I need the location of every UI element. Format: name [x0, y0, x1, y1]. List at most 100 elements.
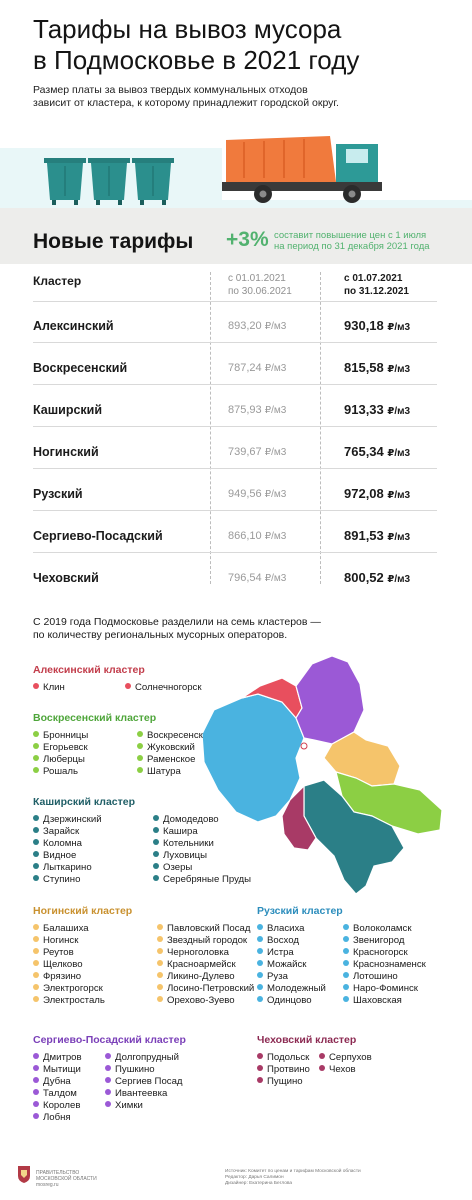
- subtitle-line-1: Размер платы за вывоз твердых коммунальн…: [33, 84, 308, 96]
- city-name: Луховицы: [163, 850, 208, 861]
- cluster-name: Сергиево-Посадский: [33, 529, 163, 543]
- banner-title: Новые тарифы: [33, 230, 194, 253]
- increase-note-line-1: составит повышение цен с 1 июля: [274, 230, 427, 241]
- clusters-intro: С 2019 года Подмосковье разделили на сем…: [33, 616, 433, 642]
- city-list-item: Власиха: [257, 923, 326, 935]
- city-dot-icon: [137, 731, 143, 738]
- new-tariff: 891,53 ₽/м3: [344, 528, 410, 543]
- city-name: Руза: [267, 971, 288, 982]
- city-list-item: Пушкино: [105, 1064, 183, 1076]
- cluster-name: Ногинский: [33, 445, 99, 459]
- city-dot-icon: [157, 936, 163, 943]
- city-list-item: Можайск: [257, 959, 326, 971]
- city-dot-icon: [257, 936, 263, 943]
- moscow-marker: [300, 742, 308, 750]
- city-name: Волоколамск: [353, 923, 412, 934]
- city-name: Фрязино: [43, 971, 82, 982]
- city-name: Дмитров: [43, 1052, 82, 1063]
- city-name: Звенигород: [353, 935, 405, 946]
- city-dot-icon: [157, 972, 163, 979]
- footer-org-line-1: ПРАВИТЕЛЬСТВО: [36, 1170, 80, 1176]
- city-dot-icon: [33, 1089, 39, 1096]
- city-list-item: Павловский Посад: [157, 923, 254, 935]
- city-list-item: Лыткарино: [33, 862, 102, 874]
- city-dot-icon: [33, 936, 39, 943]
- city-list-item: Ступино: [33, 874, 102, 886]
- new-tariff: 972,08 ₽/м3: [344, 486, 410, 501]
- city-dot-icon: [157, 984, 163, 991]
- city-dot-icon: [105, 1065, 111, 1072]
- city-list-item: Луховицы: [153, 850, 251, 862]
- old-tariff: 893,20 ₽/м3: [228, 320, 286, 332]
- city-name: Ступино: [43, 874, 81, 885]
- cluster-name: Чеховский: [33, 571, 99, 585]
- new-tariff-value: 930,18: [344, 318, 384, 333]
- subtitle-line-2: зависит от кластера, к которому принадле…: [33, 97, 339, 109]
- city-dot-icon: [33, 984, 39, 991]
- city-list-item: Серебряные Пруды: [153, 874, 251, 886]
- city-dot-icon: [153, 875, 159, 882]
- city-name: Балашиха: [43, 923, 89, 934]
- column-divider: [210, 272, 211, 584]
- city-list-item: Истра: [257, 947, 326, 959]
- city-dot-icon: [343, 972, 349, 979]
- row-divider: [33, 384, 437, 385]
- table-row: Алексинский 893,20 ₽/м3 930,18 ₽/м3: [33, 312, 437, 340]
- city-dot-icon: [319, 1065, 325, 1072]
- city-dot-icon: [33, 1113, 39, 1120]
- city-dot-icon: [153, 815, 159, 822]
- page-title: Тарифы на вывоз мусора в Подмосковье в 2…: [33, 14, 453, 76]
- city-list-item: Дзержинский: [33, 814, 102, 826]
- city-name: Видное: [43, 850, 77, 861]
- new-tariff: 765,34 ₽/м3: [344, 444, 410, 459]
- city-name: Лыткарино: [43, 862, 92, 873]
- unit-label: ₽/м3: [264, 447, 287, 458]
- city-list-item: Наро-Фоминск: [343, 983, 426, 995]
- row-divider: [33, 510, 437, 511]
- table-row: Сергиево-Посадский 866,10 ₽/м3 891,53 ₽/м3: [33, 522, 437, 550]
- city-dot-icon: [319, 1053, 325, 1060]
- row-divider: [33, 468, 437, 469]
- cluster-city-list: Власиха Восход Истра Можайск Руза Молодежный О…: [257, 923, 326, 1007]
- cluster-title-aleksin: Алексинский кластер: [33, 664, 145, 676]
- increase-note-line-2: на период по 31 декабря 2021 года: [274, 241, 430, 252]
- city-dot-icon: [33, 851, 39, 858]
- city-list-item: Электрогорск: [33, 983, 105, 995]
- city-list-item: Красноармейск: [157, 959, 254, 971]
- city-dot-icon: [157, 960, 163, 967]
- city-dot-icon: [33, 683, 39, 690]
- city-dot-icon: [157, 996, 163, 1003]
- city-dot-icon: [153, 827, 159, 834]
- city-list-item: Раменское: [137, 754, 203, 766]
- city-list-item: Химки: [105, 1100, 183, 1112]
- old-tariff-value: 949,56: [228, 488, 262, 500]
- trash-bin-icon: [88, 158, 130, 205]
- city-dot-icon: [257, 1053, 263, 1060]
- map-region-sergiev: [295, 655, 365, 745]
- city-list-item: Одинцово: [257, 995, 326, 1007]
- city-name: Подольск: [267, 1052, 310, 1063]
- unit-label: ₽/м3: [387, 322, 411, 333]
- trash-bin-icon: [132, 158, 174, 205]
- cluster-name: Алексинский: [33, 319, 114, 333]
- city-name: Власиха: [267, 923, 305, 934]
- city-name: Электросталь: [43, 995, 105, 1006]
- row-divider: [33, 342, 437, 343]
- new-tariffs-banner: [0, 208, 472, 264]
- garbage-truck-icon: [222, 136, 382, 203]
- city-name: Павловский Посад: [167, 923, 251, 934]
- city-dot-icon: [257, 996, 263, 1003]
- city-name: Лобня: [43, 1112, 71, 1123]
- new-tariff-value: 891,53: [344, 528, 384, 543]
- city-name: Орехово-Зуево: [167, 995, 235, 1006]
- city-name: Шаховская: [353, 995, 402, 1006]
- city-name: Ивантеевка: [115, 1088, 168, 1099]
- city-dot-icon: [33, 1101, 39, 1108]
- table-row: Воскресенский 787,24 ₽/м3 815,58 ₽/м3: [33, 354, 437, 382]
- new-tariff: 815,58 ₽/м3: [344, 360, 410, 375]
- period-2-start: с 01.07.2021: [344, 273, 403, 284]
- city-dot-icon: [33, 972, 39, 979]
- city-list-item: Рошаль: [33, 766, 88, 778]
- city-name: Котельники: [163, 838, 214, 849]
- footer-org-link[interactable]: mosreg.ru: [36, 1182, 59, 1188]
